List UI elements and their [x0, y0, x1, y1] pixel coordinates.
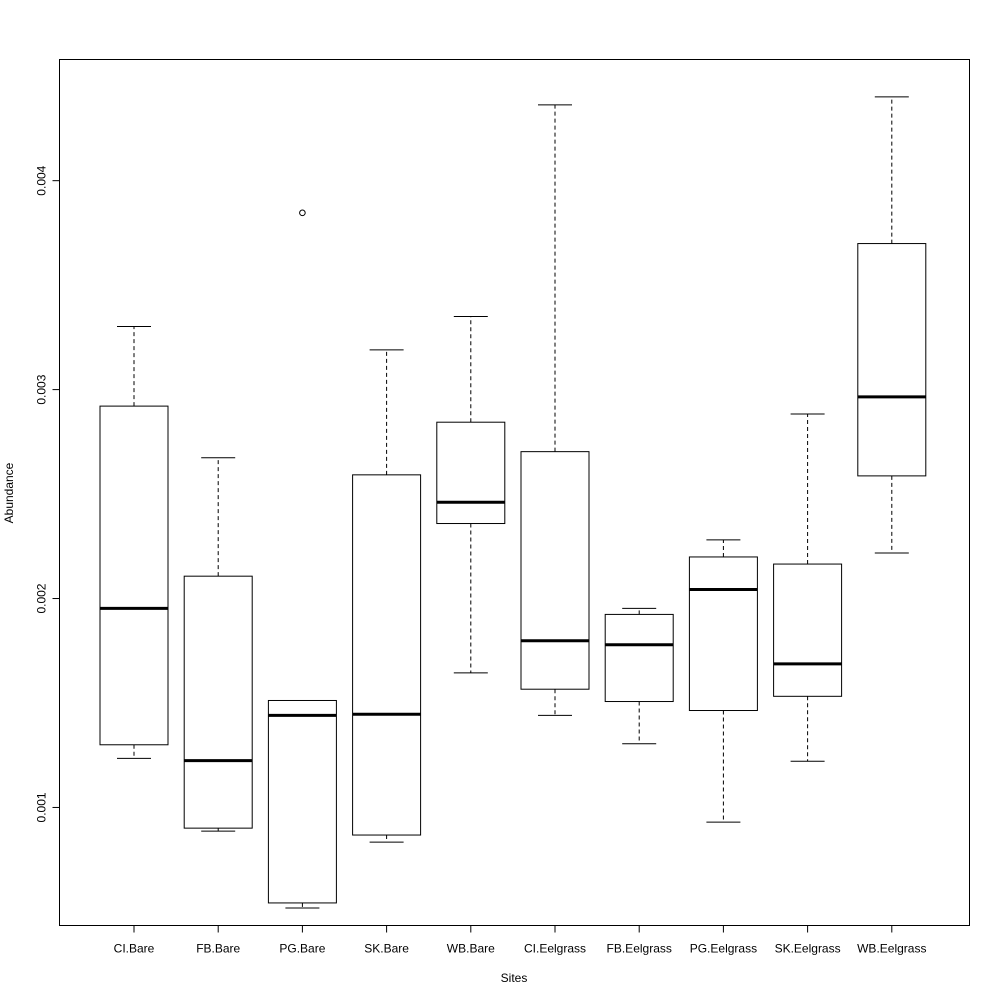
interquartile-box — [773, 563, 843, 697]
y-tick-label: 0.003 — [35, 374, 49, 404]
box-wb-eelgrass — [857, 96, 927, 554]
interquartile-box — [857, 243, 927, 477]
box-wb-bare — [436, 315, 506, 674]
y-axis: 0.001 0.002 0.003 0.004 — [35, 165, 60, 822]
x-tick-label: CI.Bare — [114, 942, 155, 956]
interquartile-box — [183, 575, 253, 829]
interquartile-box — [688, 556, 758, 712]
x-tick-label: SK.Eelgrass — [775, 942, 841, 956]
y-tick-label: 0.002 — [35, 583, 49, 613]
x-tick-label: WB.Bare — [447, 942, 495, 956]
interquartile-box — [604, 613, 674, 703]
x-tick-label: PG.Eelgrass — [690, 942, 757, 956]
plot-frame — [59, 59, 970, 926]
outlier-point — [299, 209, 306, 217]
x-tick-label: FB.Eelgrass — [607, 942, 672, 956]
box-ci-bare — [99, 326, 169, 759]
box-series — [99, 96, 927, 909]
y-axis-label: Abundance — [2, 462, 16, 523]
box-sk-eelgrass — [773, 413, 843, 762]
interquartile-box — [99, 405, 169, 746]
y-tick-label: 0.001 — [35, 792, 49, 822]
interquartile-box — [436, 421, 506, 525]
interquartile-box — [267, 699, 337, 904]
y-tick-label: 0.004 — [35, 165, 49, 195]
x-tick-label: WB.Eelgrass — [857, 942, 926, 956]
box-pg-eelgrass — [688, 539, 758, 823]
box-sk-bare — [352, 349, 422, 843]
x-tick-label: PG.Bare — [279, 942, 325, 956]
box-pg-bare — [267, 209, 337, 909]
interquartile-box — [352, 474, 422, 836]
x-axis: CI.Bare FB.Bare PG.Bare SK.Bare WB.Bare CI.Ee… — [114, 925, 926, 956]
box-fb-bare — [183, 457, 253, 832]
x-tick-label: FB.Bare — [196, 942, 240, 956]
x-tick-label: SK.Bare — [364, 942, 409, 956]
x-axis-label: Sites — [501, 971, 528, 985]
box-fb-eelgrass — [604, 607, 674, 745]
box-ci-eelgrass — [520, 104, 590, 716]
interquartile-box — [520, 451, 590, 690]
x-tick-label: CI.Eelgrass — [524, 942, 586, 956]
